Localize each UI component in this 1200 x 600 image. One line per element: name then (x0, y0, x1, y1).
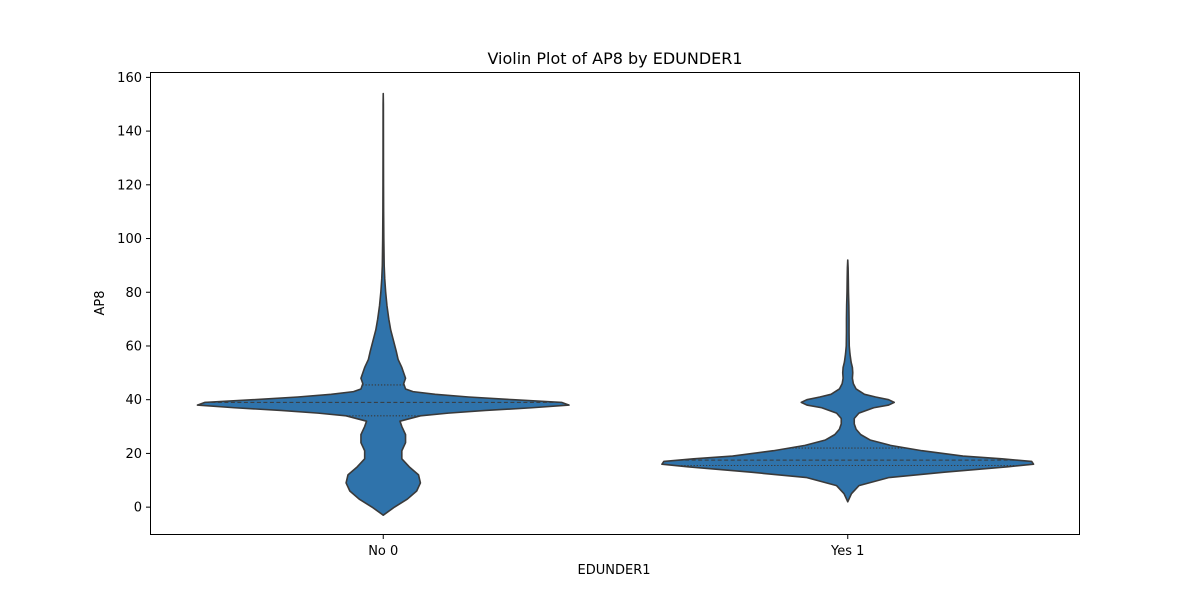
x-tick-label: No 0 (368, 544, 398, 559)
violin-group (196, 92, 1035, 516)
x-axis-label: EDUNDER1 (578, 563, 651, 578)
plot-frame (150, 72, 1080, 535)
violin-body (661, 259, 1035, 503)
y-tick-label: 140 (117, 125, 142, 140)
y-tick-label: 60 (125, 339, 142, 354)
x-tick-label: Yes 1 (830, 544, 864, 559)
y-tick-label: 80 (125, 286, 142, 301)
y-tick-label: 20 (125, 447, 142, 462)
x-axis: No 0 Yes 1 (368, 534, 864, 559)
chart-title: Violin Plot of AP8 by EDUNDER1 (487, 49, 742, 68)
y-axis-label: AP8 (93, 290, 108, 315)
y-axis: 0 20 40 60 80 100 120 140 160 (117, 71, 151, 516)
y-tick-label: 0 (134, 501, 142, 516)
violin-body (196, 92, 570, 516)
y-tick-label: 160 (117, 71, 142, 86)
y-tick-label: 40 (125, 393, 142, 408)
y-tick-label: 100 (117, 232, 142, 247)
y-tick-label: 120 (117, 178, 142, 193)
